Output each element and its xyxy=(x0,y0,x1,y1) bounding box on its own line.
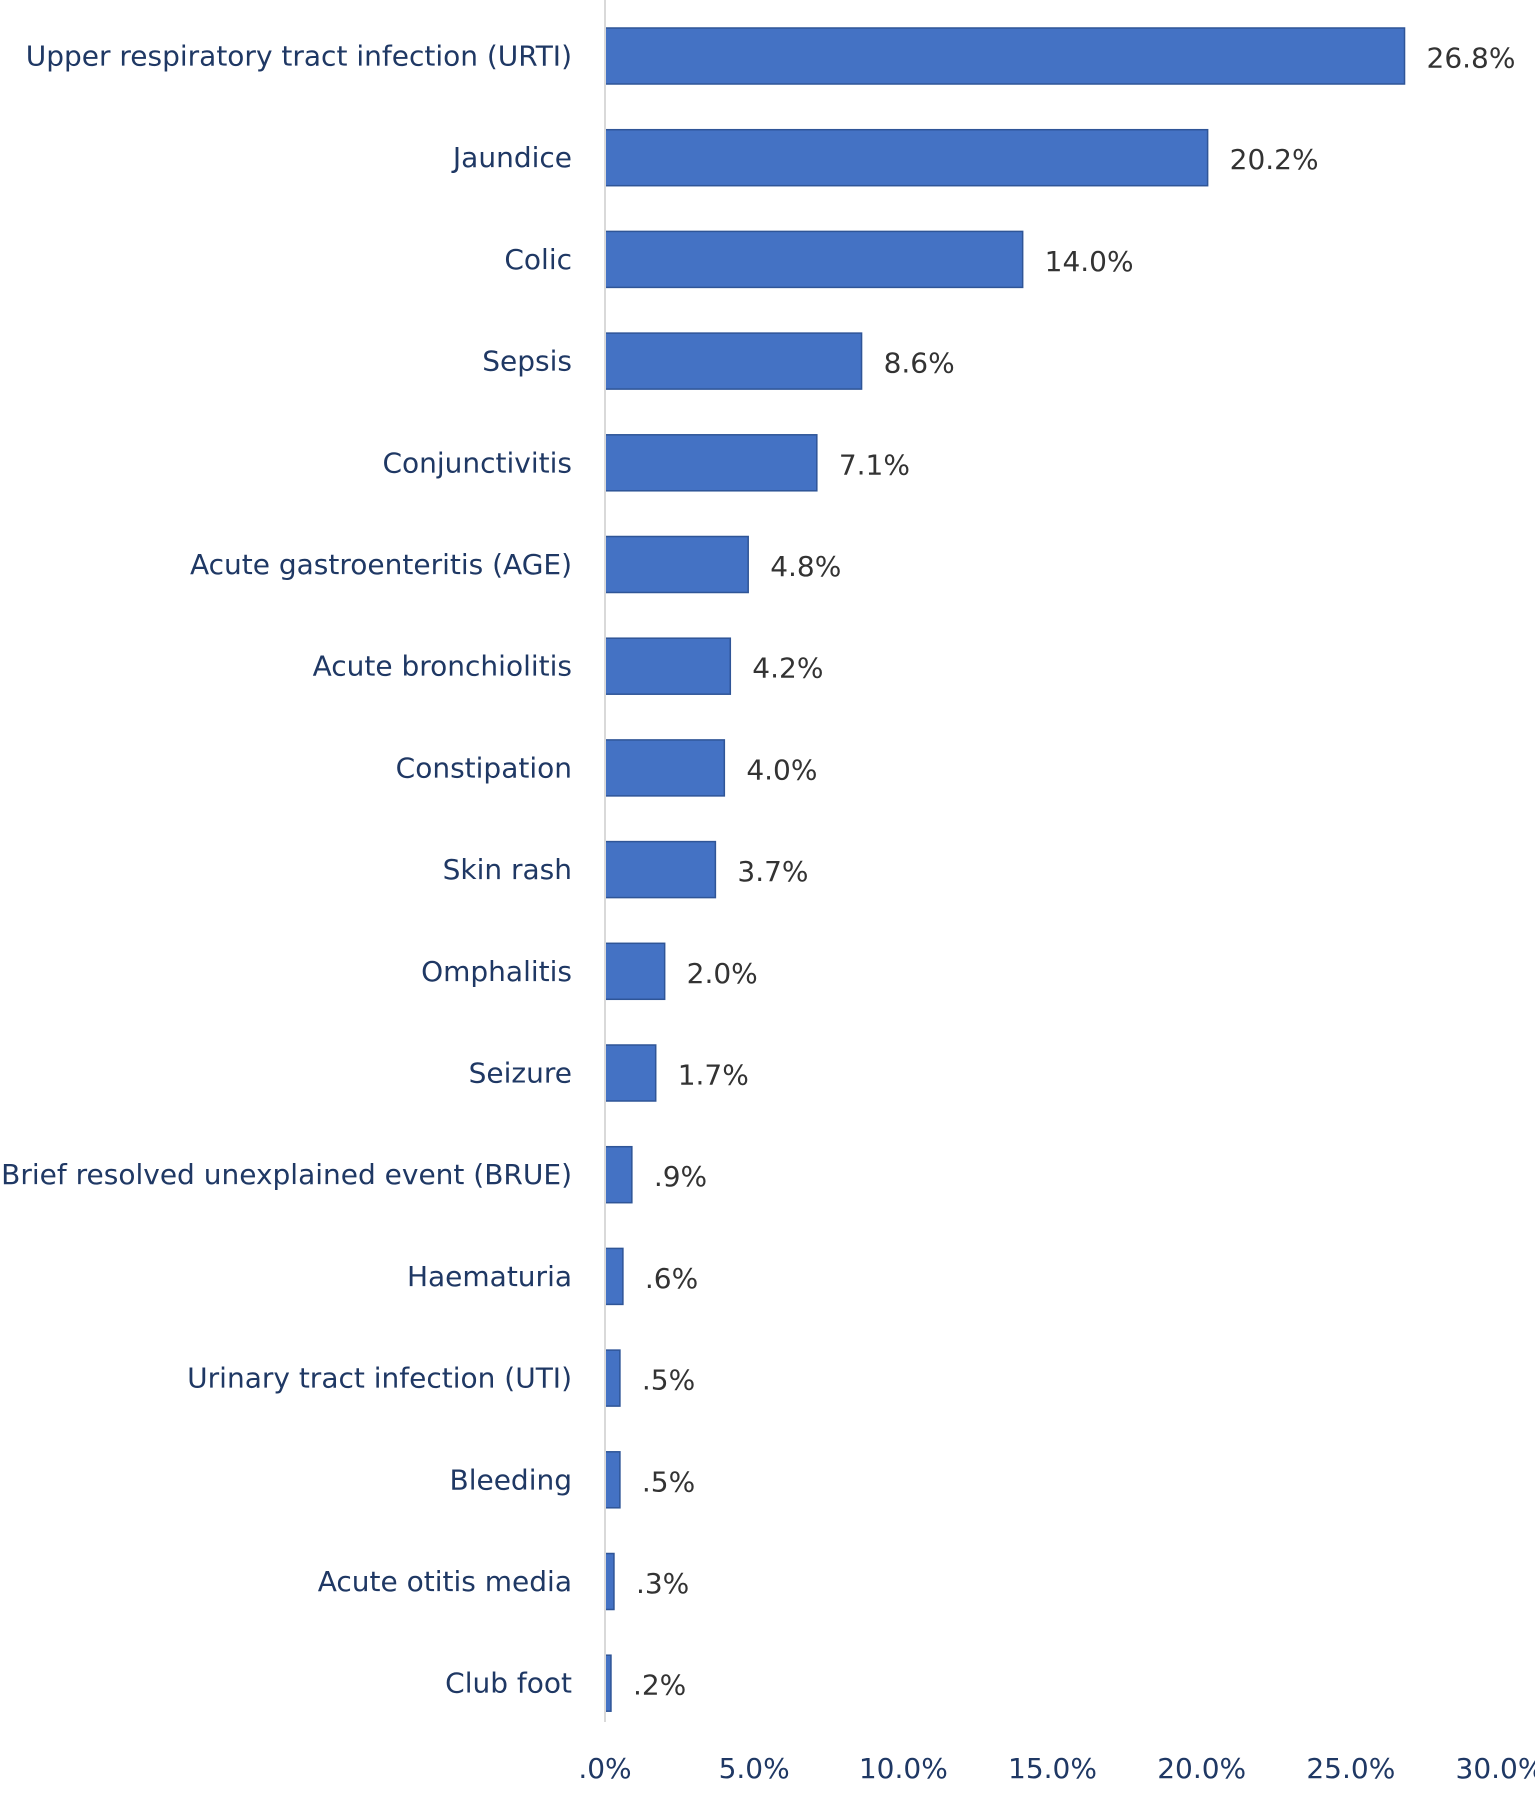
x-tick-labels-group: .0% 5.0% 10.0% 15.0% 20.0% 25.0% 30.0% xyxy=(578,1752,1535,1785)
data-label: 4.0% xyxy=(746,753,817,786)
bar-2 xyxy=(604,128,1209,187)
category-labels-group: Upper respiratory tract infection (URTI)… xyxy=(1,40,572,1700)
category-label: Club foot xyxy=(445,1667,572,1700)
data-label: 20.2% xyxy=(1230,143,1319,176)
data-label: .2% xyxy=(633,1669,686,1702)
category-label: Skin rash xyxy=(443,853,572,886)
category-label: Acute bronchiolitis xyxy=(313,650,572,683)
data-label: 2.0% xyxy=(687,957,758,990)
x-tick-label: 10.0% xyxy=(859,1752,948,1785)
category-label: Bleeding xyxy=(449,1463,572,1496)
data-label: .5% xyxy=(642,1465,695,1498)
data-label: .5% xyxy=(642,1364,695,1397)
category-label: Upper respiratory tract infection (URTI) xyxy=(26,40,572,73)
bar-5 xyxy=(604,434,818,492)
bar-6 xyxy=(604,535,749,594)
category-label: Haematuria xyxy=(407,1260,572,1293)
data-label: 14.0% xyxy=(1045,245,1134,278)
bar-10 xyxy=(604,942,666,1001)
data-label: 3.7% xyxy=(737,855,808,888)
category-label: Jaundice xyxy=(451,141,572,174)
bar-4 xyxy=(604,332,863,390)
category-label: Urinary tract infection (UTI) xyxy=(187,1362,572,1395)
data-label: 1.7% xyxy=(678,1059,749,1092)
bar-8 xyxy=(604,739,726,797)
x-tick-label: 15.0% xyxy=(1008,1752,1097,1785)
bar-15 xyxy=(604,1451,621,1509)
category-label: Conjunctivitis xyxy=(382,446,572,479)
category-label: Constipation xyxy=(396,751,572,784)
bar-9 xyxy=(604,840,717,899)
bar-16 xyxy=(604,1552,615,1611)
category-label: Omphalitis xyxy=(421,955,572,988)
x-tick-label: 30.0% xyxy=(1456,1752,1535,1785)
x-tick-label: 25.0% xyxy=(1306,1752,1395,1785)
data-label: 4.2% xyxy=(752,652,823,685)
category-label: Acute otitis media xyxy=(318,1565,572,1598)
bar-7 xyxy=(604,637,732,695)
data-label: 8.6% xyxy=(884,347,955,380)
data-label: 7.1% xyxy=(839,448,910,481)
bar-13 xyxy=(604,1247,624,1306)
bar-11 xyxy=(604,1044,657,1102)
category-label: Sepsis xyxy=(482,345,572,378)
data-labels-group: 26.8% 20.2% 14.0% 8.6% 7.1% 4.8% 4.2% 4.0% 3.7% 2… xyxy=(633,42,1516,1702)
bars-group xyxy=(604,27,1406,1712)
data-label: .6% xyxy=(645,1262,698,1295)
x-tick-label: 20.0% xyxy=(1157,1752,1246,1785)
category-label: Colic xyxy=(504,243,572,276)
bar-1 xyxy=(604,27,1406,85)
data-label: .9% xyxy=(654,1160,707,1193)
data-label: 4.8% xyxy=(770,550,841,583)
data-label: 26.8% xyxy=(1427,42,1516,75)
category-label: Brief resolved unexplained event (BRUE) xyxy=(1,1158,572,1191)
data-label: .3% xyxy=(636,1567,689,1600)
x-tick-label: .0% xyxy=(578,1752,631,1785)
category-label: Acute gastroenteritis (AGE) xyxy=(190,548,572,581)
category-label: Seizure xyxy=(469,1057,572,1090)
x-tick-label: 5.0% xyxy=(719,1752,790,1785)
bar-3 xyxy=(604,230,1024,289)
bar-14 xyxy=(604,1349,621,1407)
bar-12 xyxy=(604,1145,633,1204)
